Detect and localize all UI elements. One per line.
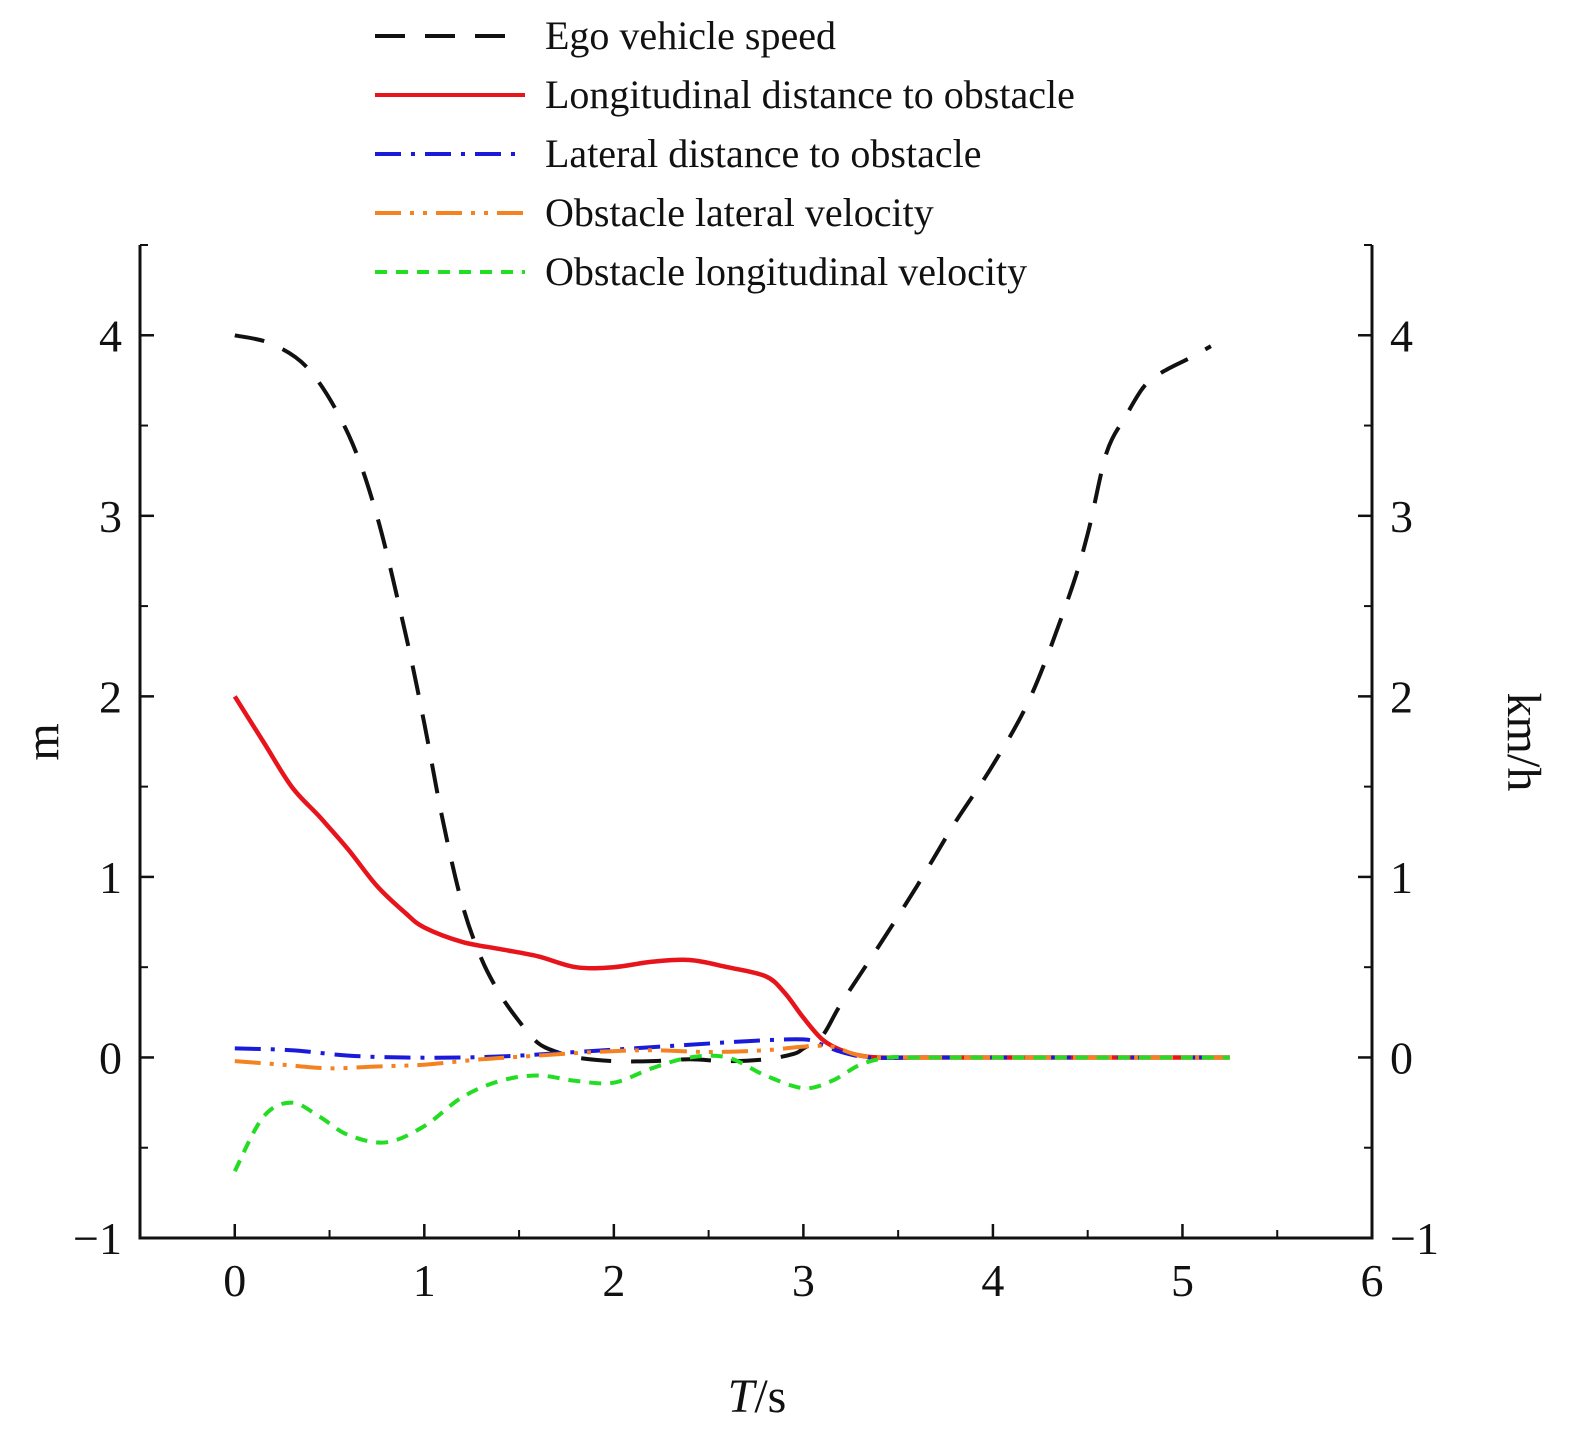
axes: 0 1 2 3 4 5 6−1 −10 01 12 23 34 4 — [73, 244, 1439, 1306]
y-right-tick-label: 4 — [1390, 310, 1413, 361]
y-right-tick-label: 0 — [1390, 1032, 1413, 1083]
series-line-3 — [234, 1037, 1230, 1060]
x-tick-label: 3 — [792, 1255, 815, 1306]
series-layer — [232, 333, 1230, 1173]
x-tick-label: 1 — [413, 1255, 436, 1306]
series-line-5 — [233, 1053, 1230, 1173]
y-left-tick-label: −1 — [73, 1213, 122, 1264]
y-right-tick-label: 3 — [1390, 491, 1413, 542]
x-tick-label: 2 — [602, 1255, 625, 1306]
y-left-tick-label: 4 — [99, 310, 122, 361]
x-tick-label: 5 — [1171, 1255, 1194, 1306]
y-axis-left-title: m — [16, 723, 69, 760]
legend-label-1: Ego vehicle speed — [545, 13, 836, 58]
y-right-tick-label: 1 — [1390, 852, 1413, 903]
x-axis-title-variable: T — [728, 1370, 758, 1423]
x-tick-label: 6 — [1361, 1255, 1384, 1306]
x-axis-title-unit: /s — [754, 1370, 786, 1423]
y-right-tick-label: 2 — [1390, 671, 1413, 722]
y-axis-right-title: km/h — [1497, 693, 1550, 792]
legend: Ego vehicle speed Longitudinal distance t… — [375, 13, 1075, 294]
legend-label-4: Obstacle lateral velocity — [545, 190, 934, 235]
x-axis-title: T/s — [728, 1370, 787, 1423]
y-left-tick-label: 0 — [99, 1032, 122, 1083]
legend-label-3: Lateral distance to obstacle — [545, 131, 981, 176]
x-tick-label: 4 — [981, 1255, 1004, 1306]
y-left-tick-label: 1 — [99, 852, 122, 903]
y-left-tick-label: 3 — [99, 491, 122, 542]
axis-labels: m km/h T/s — [16, 693, 1550, 1423]
series-line-1 — [234, 333, 1212, 1064]
legend-label-2: Longitudinal distance to obstacle — [545, 72, 1075, 117]
y-left-tick-label: 2 — [99, 671, 122, 722]
legend-label-5: Obstacle longitudinal velocity — [545, 249, 1027, 294]
series-line-4 — [234, 1043, 1230, 1071]
x-tick-label: 0 — [223, 1255, 246, 1306]
y-right-tick-label: −1 — [1390, 1213, 1439, 1264]
series-line-2 — [232, 695, 1230, 1060]
